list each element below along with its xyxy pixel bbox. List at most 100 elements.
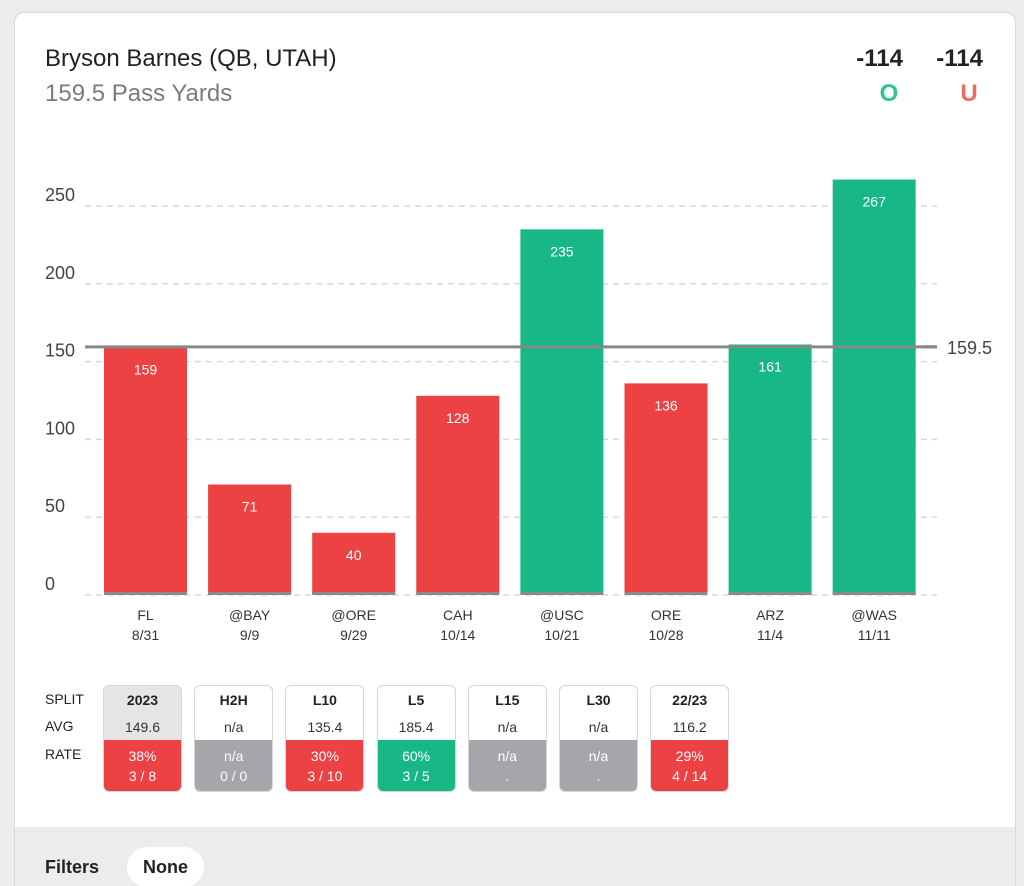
x-tick-opponent: @BAY: [229, 607, 271, 623]
prop-card: Bryson Barnes (QB, UTAH) 159.5 Pass Yard…: [14, 12, 1016, 886]
prop-line-label: 159.5: [947, 338, 992, 358]
y-tick-label: 0: [45, 574, 55, 594]
x-tick-date: 10/14: [440, 627, 475, 643]
bar-baseline: [208, 592, 292, 595]
bar-value-label: 40: [346, 547, 362, 563]
bar-value-label: 267: [863, 194, 887, 210]
split-avg: 149.6: [104, 714, 181, 740]
split-card-l10[interactable]: L10 135.4 30% 3 / 10: [285, 685, 365, 792]
split-avg: 135.4: [307, 719, 343, 735]
split-rate: 38% 3 / 8: [104, 740, 181, 791]
split-rate: n/a 0 / 0: [195, 740, 273, 791]
y-tick-label: 200: [45, 263, 75, 283]
split-rate-pct: 29%: [675, 748, 704, 764]
split-label: L5: [407, 692, 425, 708]
player-name: Bryson Barnes (QB, UTAH): [45, 45, 337, 72]
split-label: H2H: [219, 692, 248, 708]
y-tick-label: 100: [45, 418, 75, 438]
bar-baseline: [416, 592, 500, 595]
bar-baseline: [624, 592, 708, 595]
bar: [728, 344, 812, 595]
bar: [624, 383, 708, 595]
bar: [104, 347, 187, 595]
split-rate-record: 3 / 8: [128, 768, 157, 784]
split-rate-record: 4 / 14: [672, 768, 708, 784]
split-card-l5[interactable]: L5 185.4 60% 3 / 5: [376, 685, 456, 792]
bar-value-label: 159: [134, 362, 158, 378]
split-avg: n/a: [223, 719, 244, 735]
split-card-h2h[interactable]: H2H n/a n/a 0 / 0: [194, 685, 274, 792]
split-label: L10: [312, 692, 337, 708]
split-card-l30[interactable]: L30 n/a n/a.: [559, 685, 638, 792]
split-label: L30: [586, 692, 611, 708]
splits-table: SPLIT AVG RATE 2023 149.6 38% 3 / 8 H2H n/a n/…: [15, 685, 1015, 795]
x-tick-date: 9/29: [340, 627, 367, 643]
x-tick-opponent: @ORE: [331, 607, 376, 623]
x-tick-date: 10/28: [648, 627, 683, 643]
y-tick-label: 250: [45, 185, 75, 205]
filter-none-button[interactable]: None: [127, 847, 204, 886]
split-card-2223[interactable]: 22/23 116.2 29% 4 / 14: [650, 685, 730, 792]
bar: [416, 395, 500, 595]
x-tick-opponent: ORE: [651, 607, 681, 623]
split-row-label: SPLIT: [45, 691, 84, 707]
split-card-2023[interactable]: 2023 149.6 38% 3 / 8: [103, 685, 182, 792]
bar-baseline: [312, 592, 396, 595]
split-avg: 185.4: [398, 719, 434, 735]
avg-row-label: AVG: [45, 718, 74, 734]
split-rate-record: 3 / 10: [307, 768, 343, 784]
bar-baseline: [520, 592, 604, 595]
x-tick-date: 9/9: [240, 627, 260, 643]
split-label: 22/23: [672, 692, 708, 708]
under-odds[interactable]: -114: [936, 45, 983, 72]
split-rate-record: .: [596, 768, 601, 784]
bar-baseline: [832, 592, 916, 595]
bar-value-label: 235: [550, 243, 574, 259]
bar: [520, 229, 604, 595]
x-tick-date: 11/11: [858, 627, 891, 643]
x-tick-opponent: @WAS: [851, 607, 897, 623]
rate-row-label: RATE: [45, 746, 82, 762]
split-rate-pct: 30%: [310, 748, 339, 764]
split-rate-record: .: [505, 768, 510, 784]
prop-line: 159.5 Pass Yards: [45, 80, 233, 107]
bar-value-label: 128: [446, 410, 470, 426]
x-tick-date: 10/21: [544, 627, 579, 643]
split-rate-pct: n/a: [223, 748, 244, 764]
split-card-l15[interactable]: L15 n/a n/a.: [467, 685, 547, 792]
filters-label: Filters: [45, 857, 100, 877]
split-rate: n/a.: [468, 740, 546, 791]
bar-value-label: 161: [758, 358, 782, 374]
x-tick-date: 8/31: [132, 627, 159, 643]
split-label: L15: [495, 692, 520, 708]
over-label[interactable]: O: [879, 80, 899, 107]
split-rate: 60% 3 / 5: [377, 740, 455, 791]
y-tick-label: 50: [45, 496, 65, 516]
bar: [208, 484, 292, 595]
under-label[interactable]: U: [960, 80, 978, 107]
bar-value-label: 71: [242, 499, 258, 515]
x-tick-date: 11/4: [757, 627, 783, 643]
x-tick-opponent: CAH: [443, 607, 473, 623]
split-label: 2023: [104, 686, 181, 714]
bar: [312, 532, 396, 595]
split-avg: n/a: [588, 719, 609, 735]
split-rate-pct: 60%: [402, 748, 431, 764]
filters-bar: Filters None: [15, 827, 1015, 886]
split-rate-pct: 38%: [128, 748, 157, 764]
split-rate-pct: n/a: [497, 748, 518, 764]
split-rate: 29% 4 / 14: [651, 740, 729, 791]
y-tick-label: 150: [45, 341, 75, 361]
split-rate-record: 3 / 5: [402, 768, 430, 784]
x-tick-opponent: FL: [137, 607, 154, 623]
pass-yards-bar-chart: 0 50 100 150 200 250 159 FL 8/31 71 @BAY 9/9 40 @ORE 9…: [45, 179, 992, 643]
over-odds[interactable]: -114: [856, 45, 903, 72]
split-rate-record: 0 / 0: [220, 768, 248, 784]
split-rate: n/a.: [560, 740, 637, 791]
split-rate-pct: n/a: [588, 748, 609, 764]
split-rate: 30% 3 / 10: [286, 740, 364, 791]
bar: [832, 179, 916, 595]
split-avg: n/a: [497, 719, 518, 735]
bar-value-label: 136: [654, 397, 678, 413]
split-avg: 116.2: [672, 719, 707, 735]
